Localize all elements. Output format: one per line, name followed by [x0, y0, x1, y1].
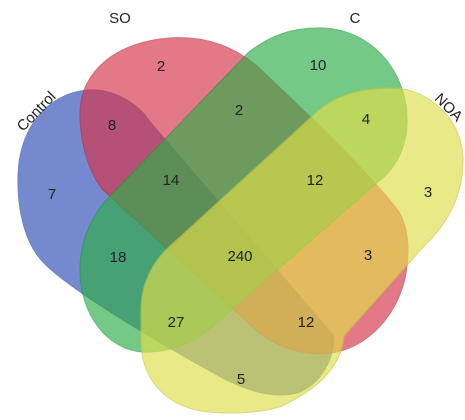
- set-label-c: C: [350, 10, 361, 27]
- count-control-noa: 5: [237, 371, 245, 388]
- count-control-c: 18: [110, 249, 127, 266]
- count-control-so: 8: [108, 117, 116, 134]
- set-label-so: SO: [109, 10, 131, 27]
- count-all-four: 240: [227, 248, 252, 265]
- count-control-c-noa: 27: [168, 314, 185, 331]
- set-shapes: [17, 27, 464, 414]
- set-noa-shape: [140, 87, 464, 414]
- count-c-only: 10: [310, 57, 327, 74]
- count-control-so-c: 14: [163, 172, 180, 189]
- region-counts: 7 2 10 3 8 2 4 14 12 18 240 3 27 12 5: [48, 57, 432, 388]
- count-c-noa: 4: [362, 111, 370, 128]
- count-noa-only: 3: [424, 184, 432, 201]
- count-control-so-noa: 12: [298, 314, 315, 331]
- count-so-noa: 3: [364, 247, 372, 264]
- count-so-c: 2: [235, 102, 243, 119]
- count-control-only: 7: [48, 186, 56, 203]
- count-so-c-noa: 12: [307, 172, 324, 189]
- count-so-only: 2: [157, 58, 165, 75]
